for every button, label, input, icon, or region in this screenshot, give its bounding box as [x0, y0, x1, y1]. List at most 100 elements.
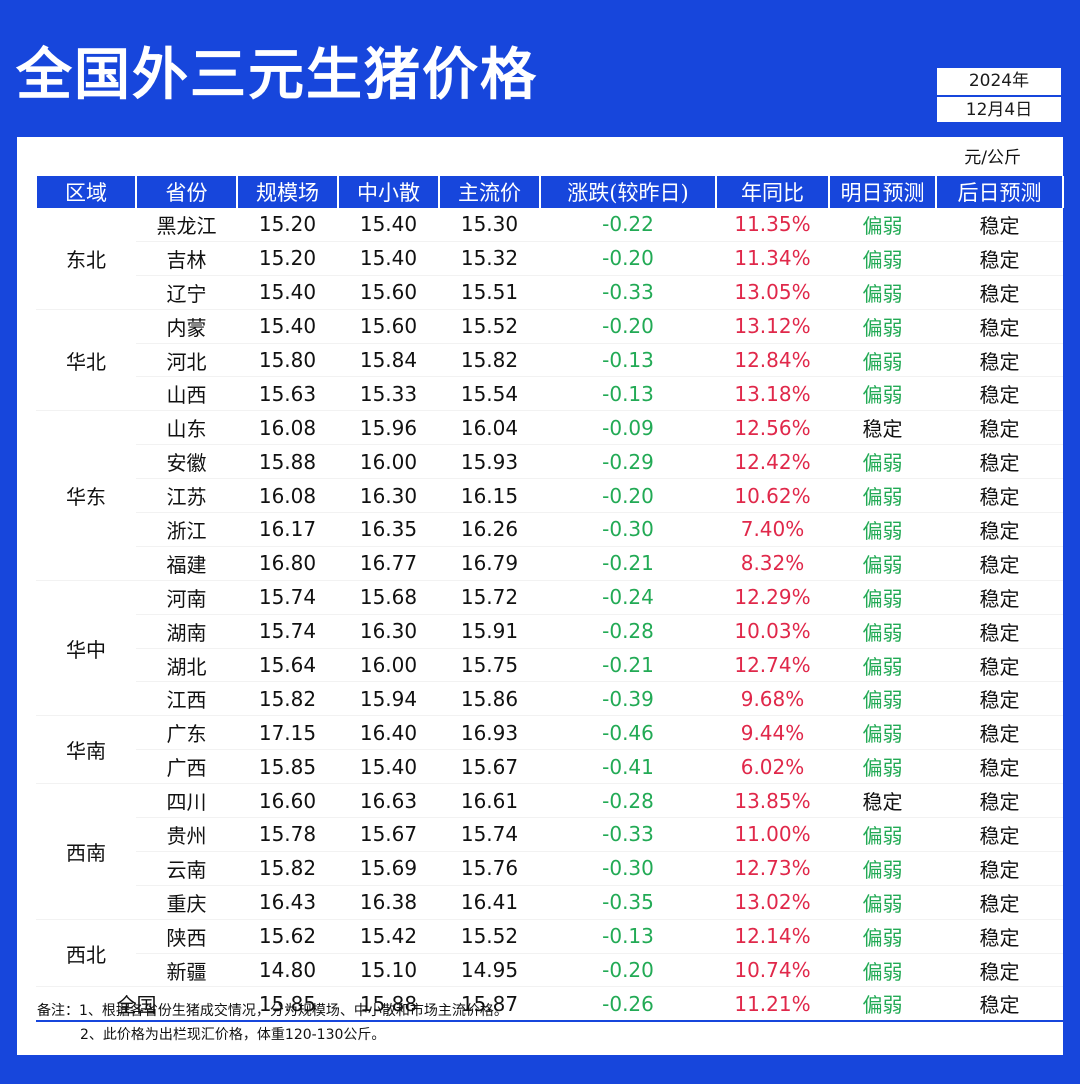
cell-tomorrow: 偏弱: [829, 817, 936, 852]
note-1: 备注：1、根据各省份生猪成交情况，分为规模场、中小散和市场主流价格。: [37, 1003, 508, 1019]
cell-change: -0.20: [540, 309, 716, 344]
cell-province: 辽宁: [136, 275, 237, 310]
cell-large-farm: 16.08: [237, 478, 338, 514]
cell-main-price: 15.30: [439, 208, 540, 242]
cell-main-price: 15.67: [439, 749, 540, 785]
cell-change: -0.21: [540, 546, 716, 581]
cell-day-after: 稳定: [936, 343, 1063, 378]
table-row: 西北 陕西 15.62 15.42 15.52 -0.13 12.14% 偏弱 稳定: [36, 919, 1063, 988]
cell-region: 西南: [36, 783, 136, 920]
table-row: 贵州 15.78 15.67 15.74 -0.33 11.00% 偏弱 稳定: [36, 817, 1063, 852]
table-row: 广西 15.85 15.40 15.67 -0.41 6.02% 偏弱 稳定: [36, 749, 1063, 785]
table-row: 云南 15.82 15.69 15.76 -0.30 12.73% 偏弱 稳定: [36, 851, 1063, 886]
cell-small-farm: 16.30: [338, 478, 439, 514]
cell-province: 安徽: [136, 444, 237, 480]
cell-main-price: 15.87: [439, 986, 540, 1023]
cell-large-farm: 15.62: [237, 919, 338, 954]
cell-day-after: 稳定: [936, 953, 1063, 988]
page-title: 全国外三元生猪价格: [16, 43, 538, 108]
cell-day-after: 稳定: [936, 309, 1063, 344]
cell-large-farm: 14.80: [237, 953, 338, 988]
cell-yoy: 13.12%: [716, 309, 829, 344]
cell-yoy: 10.74%: [716, 953, 829, 988]
cell-tomorrow: 偏弱: [829, 275, 936, 310]
cell-tomorrow: 稳定: [829, 410, 936, 446]
table-row: 湖南 15.74 16.30 15.91 -0.28 10.03% 偏弱 稳定: [36, 614, 1063, 649]
cell-small-farm: 16.00: [338, 444, 439, 480]
cell-day-after: 稳定: [936, 208, 1063, 242]
cell-small-farm: 16.30: [338, 614, 439, 649]
cell-change: -0.33: [540, 817, 716, 852]
cell-small-farm: 15.10: [338, 953, 439, 988]
cell-change: -0.09: [540, 410, 716, 446]
cell-province: 陕西: [136, 919, 237, 954]
cell-region: 华北: [36, 309, 136, 412]
table-header-row: 区域 省份 规模场 中小散 主流价 涨跌(较昨日) 年同比 明日预测 后日预测: [35, 176, 1064, 208]
cell-province: 新疆: [136, 953, 237, 988]
cell-small-farm: 15.68: [338, 580, 439, 615]
cell-yoy: 12.14%: [716, 919, 829, 954]
cell-small-farm: 15.96: [338, 410, 439, 446]
cell-tomorrow: 偏弱: [829, 648, 936, 683]
cell-yoy: 11.21%: [716, 986, 829, 1023]
note-2: 2、此价格为出栏现汇价格，体重120-130公斤。: [80, 1027, 386, 1043]
header-large-farm: 规模场: [236, 176, 339, 208]
table-row: 山西 15.63 15.33 15.54 -0.13 13.18% 偏弱 稳定: [36, 376, 1063, 412]
table-row: 新疆 14.80 15.10 14.95 -0.20 10.74% 偏弱 稳定: [36, 953, 1063, 988]
cell-yoy: 13.85%: [716, 783, 829, 819]
cell-change: -0.29: [540, 444, 716, 480]
date-box: 2024年 12月4日: [934, 65, 1064, 125]
cell-tomorrow: 偏弱: [829, 885, 936, 920]
cell-yoy: 13.02%: [716, 885, 829, 920]
cell-tomorrow: 偏弱: [829, 749, 936, 785]
cell-tomorrow: 偏弱: [829, 715, 936, 751]
cell-small-farm: 15.40: [338, 749, 439, 785]
cell-day-after: 稳定: [936, 919, 1063, 954]
cell-change: -0.20: [540, 478, 716, 514]
date-day: 12月4日: [965, 100, 1033, 120]
cell-change: -0.13: [540, 919, 716, 954]
cell-change: -0.28: [540, 614, 716, 649]
cell-day-after: 稳定: [936, 478, 1063, 514]
table-body: 东北 黑龙江 15.20 15.40 15.30 -0.22 11.35% 偏弱 稳定 吉林 15.…: [36, 208, 1063, 1023]
cell-region: 华东: [36, 410, 136, 581]
cell-small-farm: 15.42: [338, 919, 439, 954]
cell-yoy: 13.18%: [716, 376, 829, 412]
cell-province: 广东: [136, 715, 237, 751]
cell-main-price: 15.76: [439, 851, 540, 886]
header-tomorrow: 明日预测: [828, 176, 937, 208]
cell-main-price: 15.91: [439, 614, 540, 649]
price-panel: 元/公斤 区域 省份 规模场 中小散 主流价 涨跌(较昨日) 年同比 明日预测 …: [17, 137, 1064, 1055]
cell-change: -0.13: [540, 376, 716, 412]
cell-small-farm: 16.63: [338, 783, 439, 819]
cell-yoy: 11.35%: [716, 208, 829, 242]
cell-small-farm: 15.40: [338, 208, 439, 242]
cell-province: 重庆: [136, 885, 237, 920]
cell-main-price: 14.95: [439, 953, 540, 988]
cell-large-farm: 16.08: [237, 410, 338, 446]
table-row: 重庆 16.43 16.38 16.41 -0.35 13.02% 偏弱 稳定: [36, 885, 1063, 920]
table-row: 江西 15.82 15.94 15.86 -0.39 9.68% 偏弱 稳定: [36, 681, 1063, 717]
cell-province: 江西: [136, 681, 237, 717]
table-row: 江苏 16.08 16.30 16.15 -0.20 10.62% 偏弱 稳定: [36, 478, 1063, 514]
table-row-national: 全国 15.85 15.88 15.87 -0.26 11.21% 偏弱 稳定: [36, 986, 1063, 1023]
cell-change: -0.39: [540, 681, 716, 717]
table-row: 浙江 16.17 16.35 16.26 -0.30 7.40% 偏弱 稳定: [36, 512, 1063, 547]
cell-province: 浙江: [136, 512, 237, 547]
cell-change: -0.13: [540, 343, 716, 378]
notes: 备注：1、根据各省份生猪成交情况，分为规模场、中小散和市场主流价格。 2、此价格…: [37, 999, 508, 1047]
cell-region: 华南: [36, 715, 136, 785]
cell-change: -0.30: [540, 512, 716, 547]
cell-national-label: 全国: [36, 986, 237, 1023]
cell-province: 河南: [136, 580, 237, 615]
cell-large-farm: 15.82: [237, 681, 338, 717]
cell-small-farm: 15.69: [338, 851, 439, 886]
cell-region: 东北: [36, 208, 136, 310]
cell-region: 西北: [36, 919, 136, 988]
table-row: 河北 15.80 15.84 15.82 -0.13 12.84% 偏弱 稳定: [36, 343, 1063, 378]
cell-tomorrow: 偏弱: [829, 681, 936, 717]
cell-change: -0.33: [540, 275, 716, 310]
header-change: 涨跌(较昨日): [539, 176, 717, 208]
cell-yoy: 12.29%: [716, 580, 829, 615]
cell-main-price: 16.26: [439, 512, 540, 547]
